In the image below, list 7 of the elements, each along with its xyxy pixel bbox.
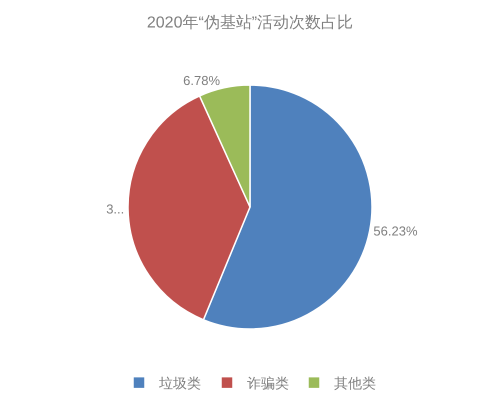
data-label: 6.78% <box>183 73 220 88</box>
legend-label: 诈骗类 <box>247 375 289 392</box>
legend-label: 其他类 <box>334 375 376 392</box>
chart-title: 2020年“伪基站”活动次数占比 <box>146 14 354 32</box>
legend-label: 垃圾类 <box>158 375 201 392</box>
data-label: 56.23% <box>373 224 418 239</box>
data-label: 3... <box>106 202 124 217</box>
